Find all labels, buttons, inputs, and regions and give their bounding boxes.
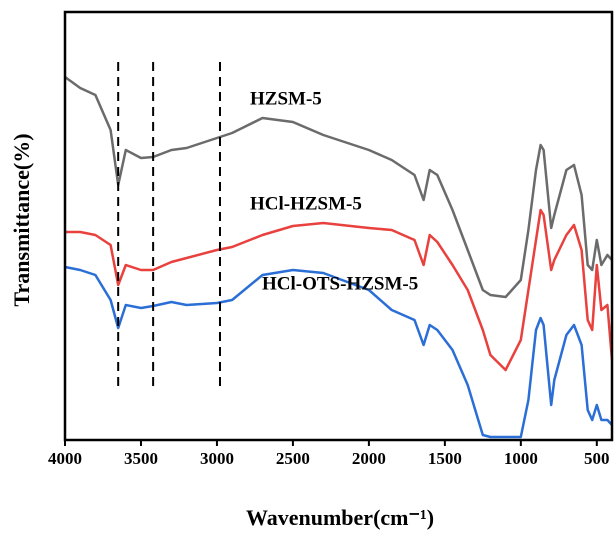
x-tick-label: 2000 [352, 449, 386, 468]
x-tick-label: 2500 [276, 449, 310, 468]
x-tick-label: 3000 [200, 449, 234, 468]
series-label: HCl-OTS-HZSM-5 [262, 273, 418, 294]
series-line [65, 208, 614, 372]
series-label: HZSM-5 [250, 88, 322, 109]
series-label: HCl-HZSM-5 [250, 193, 362, 214]
series-line [64, 75, 613, 299]
x-tick-label: 500 [584, 449, 610, 468]
x-axis-label: Wavenumber(cm⁻¹) [246, 505, 434, 530]
x-tick-label: 1000 [504, 449, 538, 468]
plot-frame [63, 10, 614, 442]
series-line [64, 265, 613, 439]
x-tick-label: 1500 [428, 449, 462, 468]
y-axis-label: Transmittance(%) [9, 133, 34, 306]
x-tick-label: 3500 [124, 449, 158, 468]
x-tick-label: 4000 [48, 449, 82, 468]
